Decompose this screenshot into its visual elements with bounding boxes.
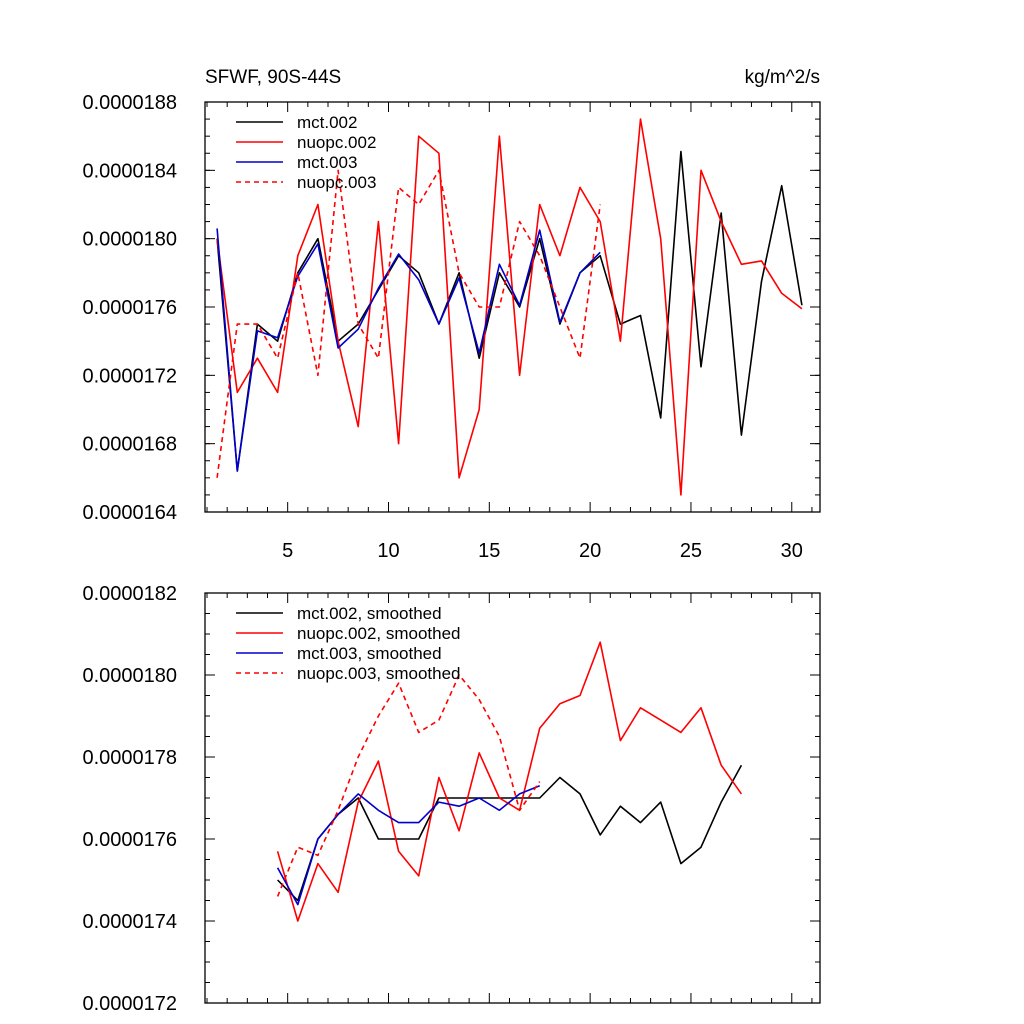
series-line-nuopc-002 [216,118,803,496]
series-line-mct-003-smoothed [276,784,541,906]
y-tick-label: 0.0000188 [82,92,177,114]
legend-label: mct.003, smoothed [297,644,442,663]
top-panel: SFWF, 90S-44S kg/m^2/s 0.0000164 0.000016… [82,67,821,562]
y-tick-label: 0.0000164 [82,502,177,524]
bottom-panel: 0.0000172 0.0000174 0.0000176 0.0000178 0.00… [82,583,821,1015]
series-line-mct-002 [216,150,803,472]
y-tick-label: 0.0000180 [82,229,177,251]
legend-label: nuopc.002, smoothed [297,624,461,643]
y-tick-label: 0.0000176 [82,297,177,319]
x-tick-label: 5 [282,540,293,562]
legend-label: mct.002 [297,113,357,132]
x-tick-label: 30 [781,540,803,562]
y-tick-label: 0.0000180 [82,665,177,687]
y-tick-label: 0.0000172 [82,993,177,1015]
y-tick-label: 0.0000184 [82,160,177,182]
y-tick-label: 0.0000168 [82,434,177,456]
y-tick-label: 0.0000176 [82,829,177,851]
x-tick-label: 15 [478,540,500,562]
x-tick-label: 10 [377,540,399,562]
chart-units: kg/m^2/s [745,67,820,88]
x-tick-label: 25 [680,540,702,562]
series-line-nuopc-003 [216,169,601,478]
legend-label: nuopc.002 [297,133,376,152]
y-tick-label: 0.0000182 [82,583,177,605]
x-tick-label: 20 [579,540,601,562]
y-tick-label: 0.0000178 [82,747,177,769]
legend-label: mct.002, smoothed [297,604,442,623]
series-line-nuopc-003-smoothed [276,674,541,897]
series-line-nuopc-002-smoothed [276,641,743,922]
legend-label: nuopc.003, smoothed [297,664,461,683]
series-line-mct-003 [216,228,601,472]
y-tick-label: 0.0000172 [82,365,177,387]
legend-label: nuopc.003 [297,173,376,192]
y-tick-label: 0.0000174 [82,911,177,933]
chart-title: SFWF, 90S-44S [205,67,341,88]
legend-label: mct.003 [297,153,357,172]
series-line-mct-002-smoothed [277,764,743,902]
